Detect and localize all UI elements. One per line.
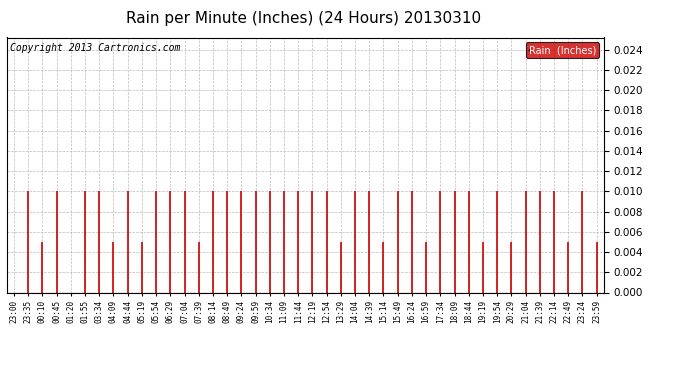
Text: Copyright 2013 Cartronics.com: Copyright 2013 Cartronics.com [10, 43, 180, 52]
Text: Rain per Minute (Inches) (24 Hours) 20130310: Rain per Minute (Inches) (24 Hours) 2013… [126, 11, 481, 26]
Legend: Rain  (Inches): Rain (Inches) [526, 42, 599, 58]
